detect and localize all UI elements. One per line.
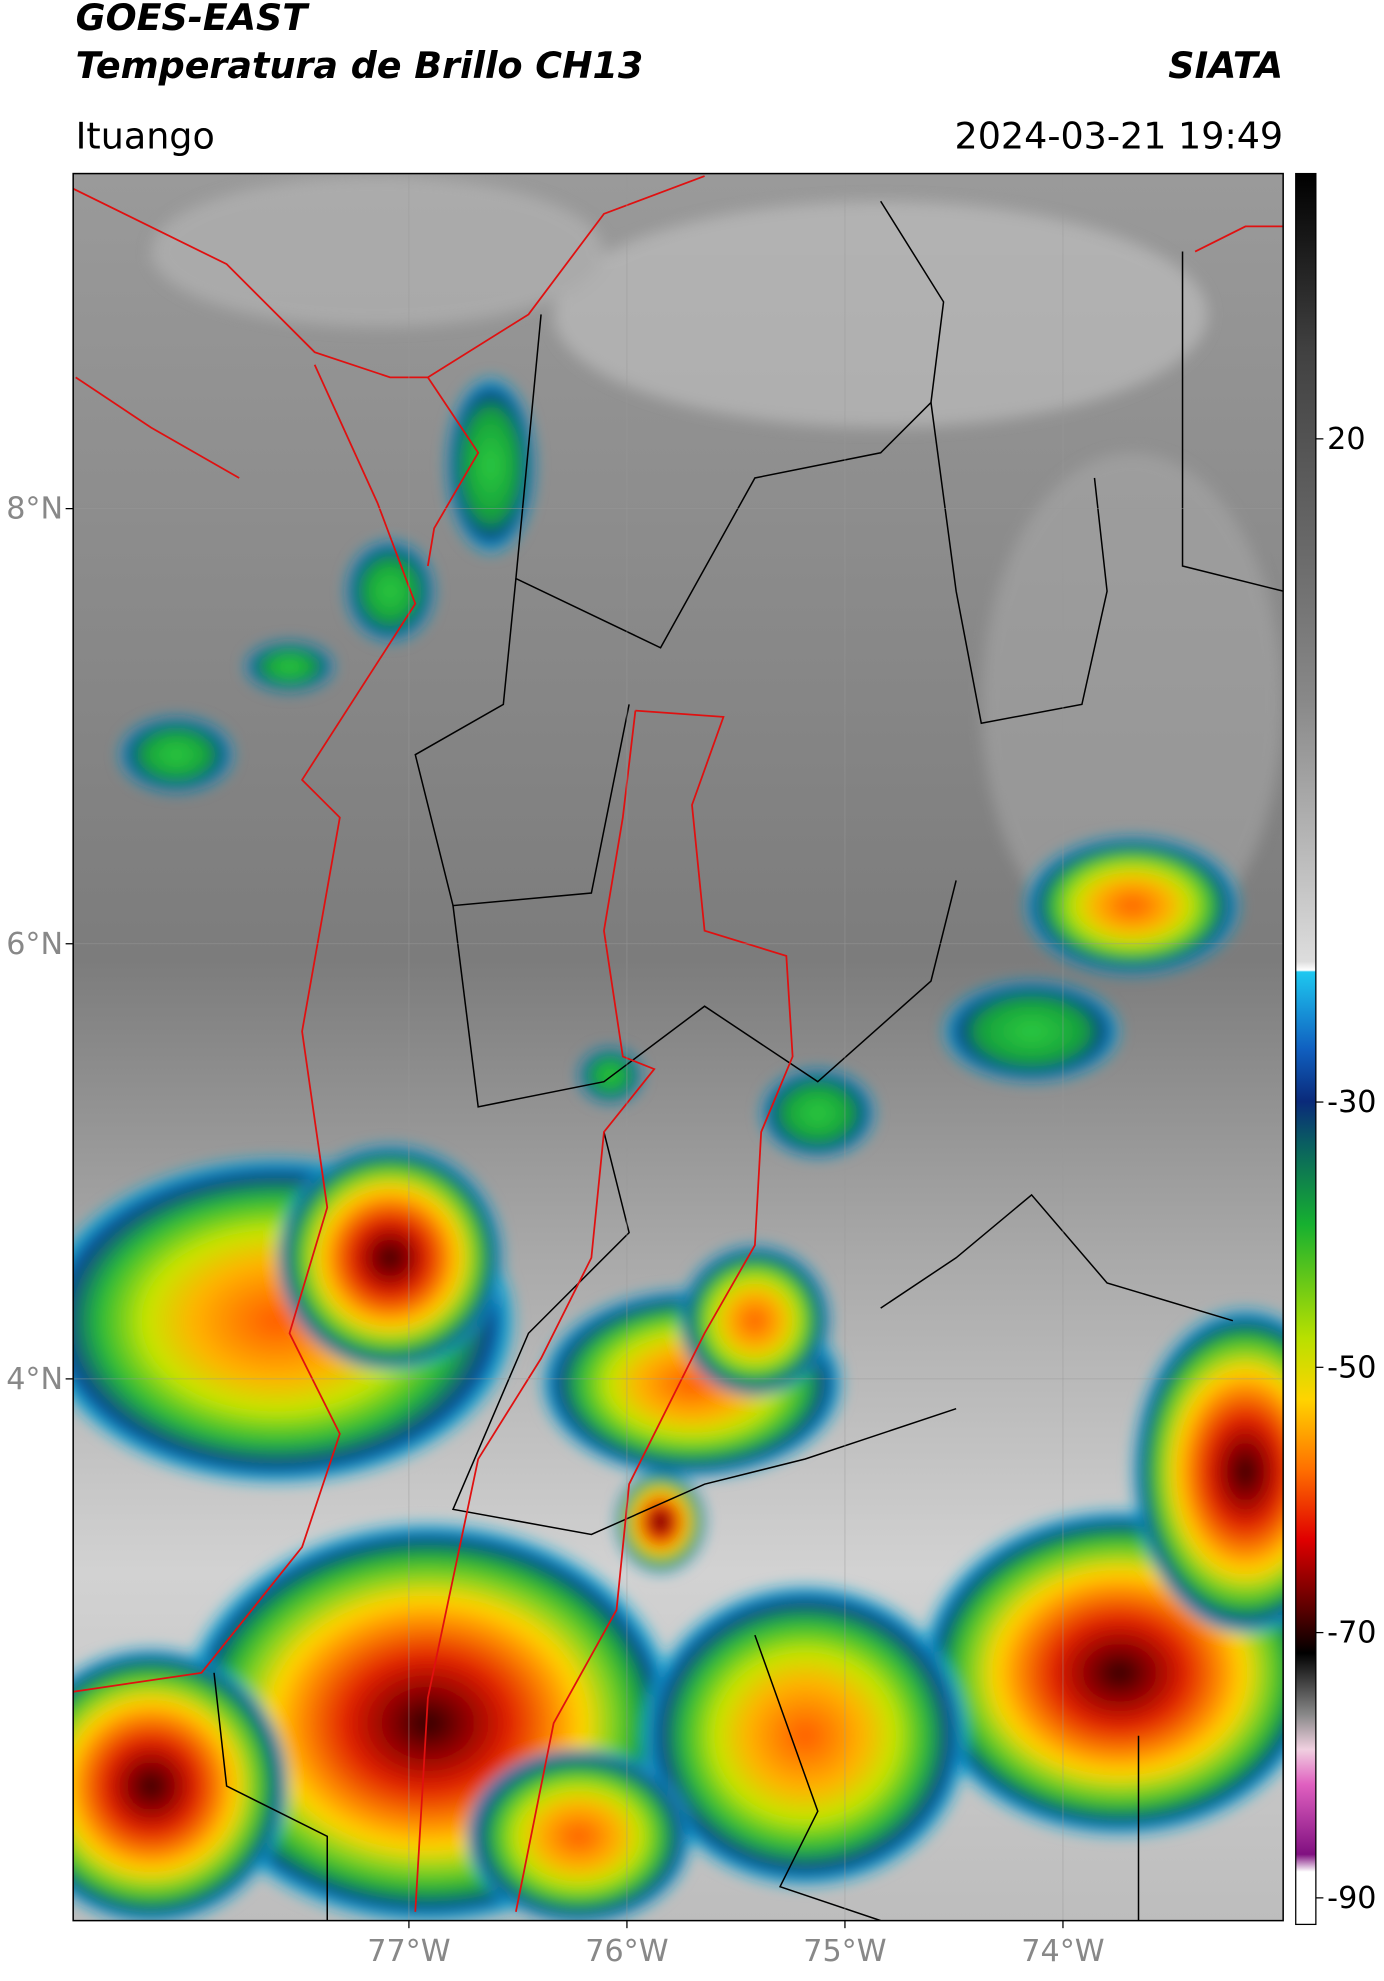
lat-tick-label: 8°N <box>6 492 63 527</box>
product-title: Temperatura de Brillo CH13 <box>76 44 644 87</box>
map-frame <box>72 172 1284 1922</box>
satellite-image <box>73 173 1284 1921</box>
satellite-title: GOES-EAST <box>76 0 311 39</box>
lon-tick-label: 75°W <box>803 1934 886 1969</box>
lat-tick-label: 6°N <box>6 927 63 962</box>
colorbar-tick-label: 20 <box>1327 422 1365 457</box>
grid <box>73 173 1284 1921</box>
timestamp: 2024-03-21 19:49 <box>955 114 1284 157</box>
lon-tick-label: 74°W <box>1021 1934 1104 1969</box>
colorbar <box>1295 172 1317 1926</box>
lon-tick-label: 77°W <box>367 1934 450 1969</box>
colorbar-tick-label: -90 <box>1327 1881 1376 1916</box>
lat-tick-label: 4°N <box>6 1362 63 1397</box>
source: SIATA <box>1168 44 1283 87</box>
lon-tick-label: 76°W <box>585 1934 668 1969</box>
location: Ituango <box>76 114 215 157</box>
colorbar-tick-label: -70 <box>1327 1616 1376 1651</box>
colorbar-tick-label: -50 <box>1327 1350 1376 1385</box>
colorbar-tick-label: -30 <box>1327 1085 1376 1120</box>
